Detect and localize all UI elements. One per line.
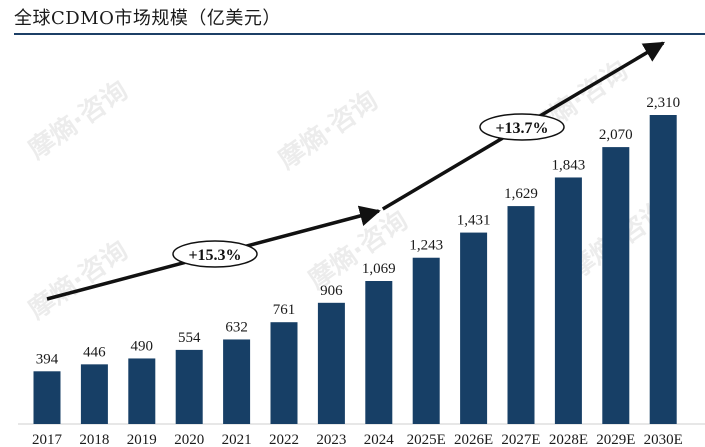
data-label: 1,069 [362,261,396,277]
bar [223,339,251,424]
bar [554,177,582,424]
x-tick-label: 2024 [364,432,395,447]
x-tick-label: 2029E [596,432,635,447]
data-label: 394 [36,351,59,367]
x-tick-label: 2025E [407,432,446,447]
x-tick-label: 2017 [32,432,63,447]
bar [175,349,203,424]
title-underline [14,33,705,35]
data-label: 490 [131,338,154,354]
bar [602,147,630,425]
x-tick-label: 2030E [644,432,683,447]
cagr-badge-2-ellipse [479,113,565,141]
x-tick-label: 2019 [127,432,157,447]
x-tick-label: 2026E [454,432,493,447]
x-tick-label: 2020 [174,432,204,447]
bar [365,281,393,424]
data-label: 632 [225,319,248,335]
bar [412,257,440,424]
data-label: 906 [320,283,343,299]
cagr-badge-2-label: +13.7% [495,120,548,137]
data-label: 1,431 [457,213,491,229]
bar [317,302,345,424]
chart-title: 全球CDMO市场规模（亿美元） [14,8,281,29]
bar [128,358,156,424]
bar [33,371,61,424]
data-label: 2,070 [599,127,633,143]
data-label: 446 [83,344,106,360]
bar [507,206,535,424]
bar [649,115,677,424]
x-tick-label: 2023 [316,432,346,447]
data-label: 761 [273,302,296,318]
data-label: 1,243 [409,238,443,254]
x-tick-label: 2027E [501,432,540,447]
x-tick-label: 2022 [269,432,299,447]
x-tick-label: 2028E [549,432,588,447]
data-label: 1,629 [504,186,538,202]
x-tick-label: 2018 [79,432,109,447]
bar [80,364,108,424]
data-label: 2,310 [646,95,680,111]
cagr-badge-1-label: +15.3% [188,247,241,264]
cagr-badge-1-ellipse [172,240,258,268]
x-tick-label: 2021 [222,432,252,447]
bar [270,322,298,424]
data-label: 554 [178,330,201,346]
bar [460,232,488,424]
data-label: 1,843 [552,157,586,173]
